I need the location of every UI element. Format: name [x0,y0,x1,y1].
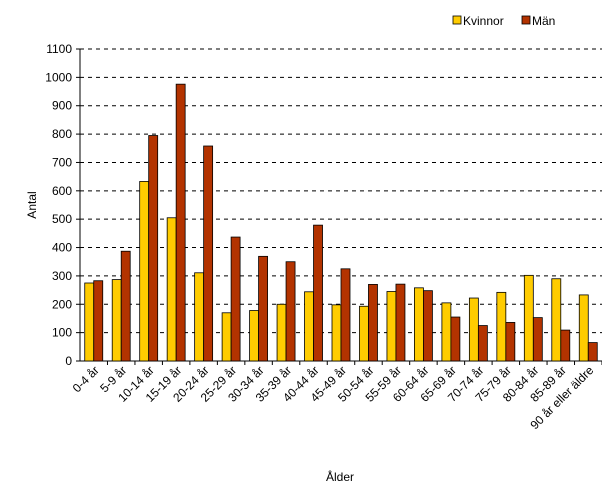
y-tick-label: 1000 [45,70,72,84]
y-tick-label: 500 [52,212,72,226]
bar-man [368,284,378,362]
bar-man [587,342,598,362]
y-tick-labels: 0 100 200 300 400 500 600 700 800 900 1000 1100 [45,42,72,368]
legend-label: Kvinnor [463,14,504,28]
bar-man [560,329,571,362]
bar-kvinnor [468,297,479,362]
bar-man [148,135,159,362]
y-tick-label: 600 [52,184,72,198]
bar-man [450,316,461,362]
bar-man [505,322,516,362]
legend: Kvinnor Män [452,14,555,28]
y-tick-label: 800 [52,127,72,141]
bar-kvinnor [578,294,589,362]
x-axis-title: Ålder [326,469,354,483]
bar-man [313,224,323,362]
bar-kvinnor [359,305,369,362]
y-tick-label: 300 [52,269,72,283]
legend-swatch [452,15,462,25]
bar-kvinnor [166,217,177,362]
bar-man [395,283,406,362]
bar-man [175,83,186,362]
bar-kvinnor [221,312,232,362]
y-tick-label: 0 [65,354,72,368]
bar-kvinnor [386,291,397,362]
bar-man [532,317,543,362]
bar-man [203,145,214,362]
bar-kvinnor [414,287,424,362]
y-tick-label: 100 [52,326,72,340]
legend-label: Män [532,14,555,28]
bar-kvinnor [111,279,122,362]
bar-kvinnor [304,291,314,362]
bar-man [258,255,268,362]
y-tick-label: 700 [52,155,72,169]
bar-kvinnor [331,304,342,362]
bar-kvinnor [523,274,534,362]
bar-man [340,268,351,362]
bar-kvinnor [139,181,150,362]
y-tick-label: 1100 [46,42,72,56]
bar-kvinnor [84,282,95,362]
y-tick-label: 200 [52,297,72,311]
bar-kvinnor [551,278,562,362]
legend-swatch [521,15,531,25]
y-tick-label: 400 [52,241,72,255]
bar-kvinnor [496,291,507,362]
bar-man [93,280,104,362]
bars [84,83,598,362]
bar-man [120,250,131,362]
bar-kvinnor [194,272,205,362]
bar-man [423,290,433,362]
bar-man [477,325,488,362]
bar-man [230,236,241,362]
bar-kvinnor [441,302,452,362]
y-axis-title: Antal [25,191,39,218]
y-tick-label: 900 [52,99,72,113]
bar-kvinnor [276,303,287,362]
bar-man [285,261,296,362]
x-tick-label: 0-4 år [70,363,102,395]
bar-kvinnor [249,310,259,362]
